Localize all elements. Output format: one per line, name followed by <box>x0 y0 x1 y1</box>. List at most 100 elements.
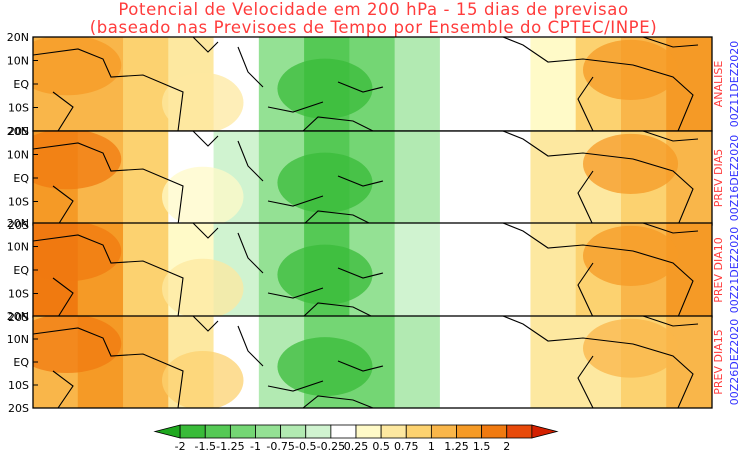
colorbar-tick-label: -0.25 <box>317 440 345 450</box>
anomaly-blob <box>162 350 244 408</box>
maritime-continent-coastline <box>192 223 384 317</box>
y-tick-label: 10S <box>8 379 29 392</box>
colorbar-swatch <box>305 424 332 439</box>
y-tick-label: 20N <box>7 125 29 138</box>
anomaly-cell <box>485 131 532 225</box>
colorbar-swatch <box>481 424 508 439</box>
americas-coastline <box>502 37 694 131</box>
y-tick-label: 10S <box>8 196 29 209</box>
y-tick-label: EQ <box>13 264 29 277</box>
panel-1: 20N 10N EQ 10S 20S ANALISE 00Z11DEZ2020 <box>7 31 741 138</box>
colorbar-tick-label: -1 <box>250 440 261 450</box>
colorbar-tick-label: 1.25 <box>444 440 469 450</box>
anomaly-cell <box>485 316 532 408</box>
y-tick-label: 20S <box>8 402 29 415</box>
y-tick-label: 10N <box>7 55 29 68</box>
anomaly-cell <box>394 37 441 131</box>
y-tick-label: 10S <box>8 102 29 115</box>
chart-subtitle: (baseado nas Previsoes de Tempo por Ense… <box>89 18 658 37</box>
colorbar-swatch <box>255 424 282 439</box>
colorbar-swatch <box>405 424 432 439</box>
y-tick-label: 10N <box>7 241 29 254</box>
anomaly-cell <box>485 223 532 317</box>
panel-label: ANALISE <box>712 61 725 108</box>
colorbar-swatch <box>531 424 559 439</box>
colorbar-swatch <box>204 424 231 439</box>
colorbar-swatch <box>330 424 357 439</box>
maritime-continent-coastline <box>192 316 384 408</box>
y-tick-label: 10N <box>7 149 29 162</box>
y-tick-label: EQ <box>13 78 29 91</box>
anomaly-cell <box>394 316 441 408</box>
colorbar-swatch <box>153 424 181 439</box>
colorbar-swatch <box>355 424 382 439</box>
anomaly-blob <box>277 244 373 305</box>
anomaly-blob <box>277 58 373 119</box>
africa-coastline <box>33 142 184 225</box>
chart-title: Potencial de Velocidade em 200 hPa - 15 … <box>118 0 629 19</box>
anomaly-cell <box>394 223 441 317</box>
colorbar-tick-label: 1.5 <box>473 440 491 450</box>
colorbar-swatch <box>456 424 483 439</box>
y-tick-label: 20N <box>7 217 29 230</box>
anomaly-blob <box>162 258 244 317</box>
colorbar-tick-label: -1.5 <box>195 440 216 450</box>
maritime-continent-coastline <box>192 131 384 225</box>
colorbar: -2 -1.5 -1.25 -1 -0.75 -0.5 -0.250.25 0.5 0.75 1 1… <box>153 424 559 450</box>
panel-label: PREV DIA15 <box>712 329 725 394</box>
anomaly-blob <box>162 166 244 225</box>
colorbar-tick-label: -1.25 <box>216 440 244 450</box>
caribbean-coastline <box>642 223 699 234</box>
maritime-continent-coastline <box>192 37 384 131</box>
y-tick-label: 10N <box>7 333 29 346</box>
colorbar-swatch <box>506 424 533 439</box>
anomaly-cell <box>439 37 487 131</box>
anomaly-blob <box>582 133 679 194</box>
africa-coastline <box>33 234 184 317</box>
colorbar-tick-label: -2 <box>175 440 186 450</box>
panel-label: PREV DIA10 <box>712 237 725 302</box>
colorbar-tick-label: -0.75 <box>266 440 294 450</box>
colorbar-tick-label: 1 <box>428 440 435 450</box>
colorbar-swatch <box>380 424 407 439</box>
y-tick-label: 20S <box>8 219 29 232</box>
anomaly-cell <box>530 316 577 408</box>
colorbar-swatch <box>280 424 307 439</box>
caribbean-coastline <box>642 37 699 48</box>
anomaly-cell <box>666 223 712 317</box>
anomaly-cell <box>666 316 712 408</box>
anomaly-cell <box>123 131 170 225</box>
panel-date: 00Z11DEZ2020 <box>728 41 741 127</box>
colorbar-tick-label: 0.75 <box>394 440 419 450</box>
anomaly-cell <box>394 131 441 225</box>
africa-coastline <box>33 327 184 408</box>
anomaly-blob <box>582 225 679 286</box>
colorbar-swatch <box>229 424 256 439</box>
y-tick-label: EQ <box>13 172 29 185</box>
anomaly-cell <box>439 131 487 225</box>
y-tick-label: 20N <box>7 310 29 323</box>
panel-4: 20N 10N EQ 10S 20S PREV DIA15 00Z26DEZ2020 <box>7 310 741 415</box>
anomaly-blob <box>277 152 373 213</box>
anomaly-cell <box>439 316 487 408</box>
anomaly-cell <box>439 223 487 317</box>
caribbean-coastline <box>642 131 699 142</box>
anomaly-cell <box>530 37 577 131</box>
colorbar-swatch <box>430 424 457 439</box>
americas-coastline <box>502 223 694 317</box>
colorbar-tick-label: 0.25 <box>344 440 369 450</box>
anomaly-blob <box>582 318 679 378</box>
anomaly-cell <box>123 223 170 317</box>
americas-coastline <box>502 131 694 225</box>
anomaly-blob <box>162 72 244 131</box>
anomaly-cell <box>530 223 577 317</box>
anomaly-cell <box>530 131 577 225</box>
anomaly-blob <box>277 337 373 397</box>
y-tick-label: EQ <box>13 356 29 369</box>
y-tick-label: 20S <box>8 125 29 138</box>
y-tick-label: 20S <box>8 311 29 324</box>
colorbar-tick-label: 0.5 <box>372 440 390 450</box>
panel-date: 00Z26DEZ2020 <box>728 319 741 405</box>
caribbean-coastline <box>642 316 699 327</box>
